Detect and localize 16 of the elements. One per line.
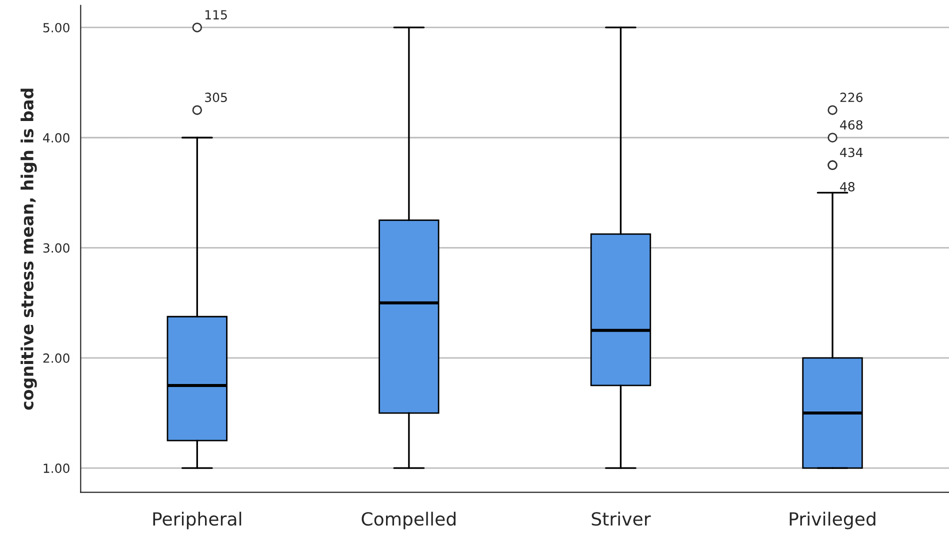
y-tick-label: 2.00 [43, 353, 70, 363]
annotation: 468 [840, 120, 862, 130]
y-tick-label: 1.00 [44, 464, 70, 474]
y-tick-label: 5.00 [43, 22, 70, 32]
annotation: 305 [205, 92, 227, 102]
y-axis-title: cognitive stress mean, high is bad [20, 88, 37, 410]
x-tick-label: Peripheral [153, 512, 242, 530]
annotation: 48 [840, 182, 855, 192]
y-tick-label: 4.00 [43, 133, 70, 143]
x-tick-label: Striver [592, 512, 651, 526]
annotation: 226 [840, 92, 863, 102]
x-tick-label: Privileged [790, 512, 876, 530]
x-tick-label: Compelled [362, 512, 456, 530]
y-tick-label: 3.00 [43, 243, 70, 253]
annotation: 115 [205, 10, 227, 20]
annotation: 434 [840, 148, 863, 158]
